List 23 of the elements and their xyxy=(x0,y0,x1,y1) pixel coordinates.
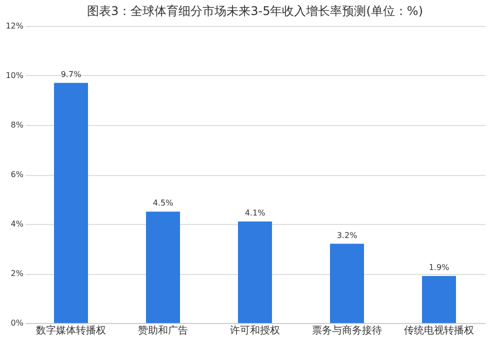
x-tick-label: 票务与商务接待 xyxy=(312,324,382,336)
y-tick-label: 4% xyxy=(10,220,24,228)
y-tick-label: 2% xyxy=(10,269,24,278)
y-tick-label: 6% xyxy=(10,170,24,179)
x-tick-label: 传统电视转播权 xyxy=(404,324,474,336)
x-tick-label: 赞助和广告 xyxy=(138,324,188,336)
y-tick-label: 0% xyxy=(10,318,24,328)
data-label: 4.1% xyxy=(244,208,266,218)
chart-title: 图表3：全球体育细分市场未来3-5年收入增长率预测(单位：%) xyxy=(87,4,423,18)
x-tick-label: 数字媒体转播权 xyxy=(36,324,106,336)
y-tick-label: 12% xyxy=(6,22,24,30)
bar xyxy=(146,212,180,323)
data-label: 1.9% xyxy=(428,262,450,272)
bar xyxy=(422,276,456,323)
bar xyxy=(238,222,272,323)
y-tick-label: 10% xyxy=(6,71,24,80)
bar xyxy=(54,82,88,323)
bar xyxy=(330,244,364,323)
data-label: 3.2% xyxy=(336,230,358,240)
x-tick-label: 许可和授权 xyxy=(230,324,280,336)
y-tick-label: 8% xyxy=(10,120,24,130)
data-label: 4.5% xyxy=(152,198,174,208)
data-label: 9.7% xyxy=(60,70,82,79)
